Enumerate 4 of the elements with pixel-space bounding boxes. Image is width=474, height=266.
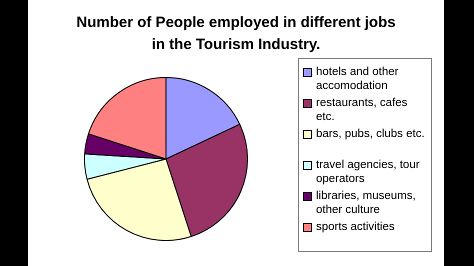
legend-label: bars, pubs, clubs etc.	[316, 127, 425, 141]
legend-label: sports activities	[316, 220, 395, 234]
legend-label: restaurants, cafes etc.	[316, 96, 408, 124]
chart-title: Number of People employed in different jobs in the Tourism Industry.	[75, 13, 397, 55]
